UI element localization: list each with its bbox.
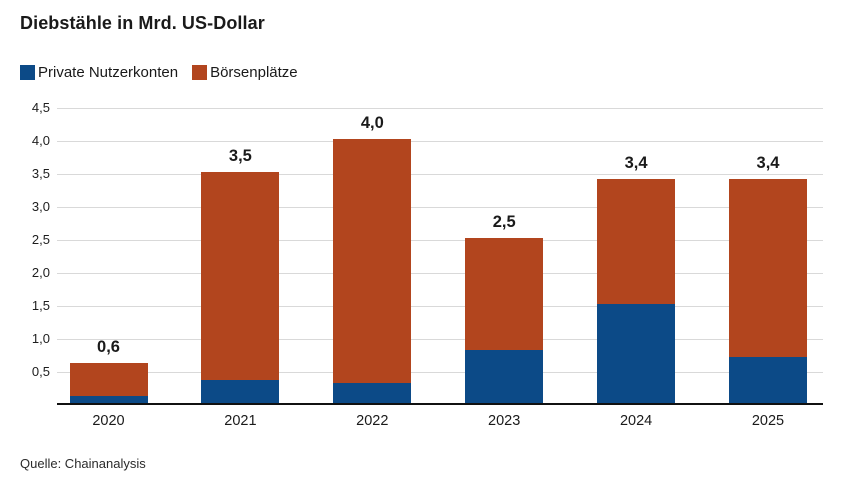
x-tick-label-2023: 2023 (488, 413, 521, 429)
bar-2024: 3,4 (597, 154, 676, 403)
y-axis: 0,5 1,0 1,5 2,0 2,5 3,0 3,5 4,0 4,5 (0, 100, 50, 405)
y-tick-label: 3,0 (31, 199, 50, 214)
bar-2021: 3,5 (201, 147, 280, 403)
x-tick-label-2024: 2024 (619, 413, 653, 429)
bar-segment-boersenplaetze-2023 (465, 238, 544, 351)
source-note: Quelle: Chainanalysis (20, 456, 146, 471)
gridline-1,0 (57, 339, 823, 340)
legend-item-boersenplaetze: Börsenplätze (192, 64, 298, 81)
legend-label: Börsenplätze (210, 64, 298, 81)
bar-total-label-2022: 4,0 (360, 114, 384, 132)
legend-item-private-nutzerkonten: Private Nutzerkonten (20, 64, 178, 81)
x-tick-label-2021: 2021 (224, 413, 257, 429)
gridline-1,5 (57, 306, 823, 307)
gridline-0,5 (57, 372, 823, 373)
x-tick-label-2020: 2020 (92, 413, 125, 429)
bar-segment-boersenplaetze-2022 (333, 139, 412, 384)
x-axis: 2020 2021 2022 2023 2024 2025 (57, 413, 823, 433)
bar-segment-private-nutzerkonten-2021 (201, 379, 280, 403)
bar-total-label-2020: 0,6 (97, 338, 120, 357)
bar-2020: 0,6 (69, 338, 148, 403)
y-tick-label: 0,5 (31, 364, 50, 379)
bar-2022: 4,0 (333, 114, 412, 403)
gridline-4,5 (57, 108, 823, 109)
legend-label: Private Nutzerkonten (38, 64, 179, 81)
legend-swatch-blue-icon (20, 65, 35, 80)
bar-segment-boersenplaetze-2025 (729, 178, 807, 357)
y-tick-label: 4,5 (31, 100, 50, 115)
gridline-4,0 (57, 141, 823, 142)
x-tick-label-2022: 2022 (356, 413, 389, 429)
bar-segment-private-nutzerkonten-2022 (333, 383, 412, 403)
bar-segment-boersenplaetze-2024 (597, 178, 676, 304)
gridline-3,0 (57, 207, 823, 208)
gridline-3,5 (57, 174, 823, 175)
legend: Private Nutzerkonten Börsenplätze (20, 64, 298, 81)
chart-title: Diebstähle in Mrd. US-Dollar (20, 13, 265, 33)
y-tick-label: 2,5 (31, 232, 50, 247)
bar-segment-private-nutzerkonten-2024 (597, 304, 676, 403)
bar-2025: 3,4 (729, 154, 807, 403)
gridline-2,0 (57, 273, 823, 274)
plot-area: 0,6 3,5 4,0 2,5 3,4 3,4 (57, 108, 823, 405)
bar-total-label-2021: 3,5 (228, 147, 252, 165)
y-tick-label: 3,5 (31, 166, 50, 181)
bar-segment-private-nutzerkonten-2023 (465, 350, 544, 403)
bar-total-label-2025: 3,4 (756, 153, 780, 172)
y-tick-label: 1,5 (31, 298, 50, 313)
bar-segment-boersenplaetze-2021 (201, 172, 280, 380)
y-tick-label: 2,0 (31, 265, 50, 280)
gridline-2,5 (57, 240, 823, 241)
bar-segment-private-nutzerkonten-2025 (729, 356, 807, 403)
bar-total-label-2023: 2,5 (492, 213, 516, 231)
bar-segment-boersenplaetze-2020 (69, 363, 148, 397)
bar-total-label-2024: 3,4 (624, 153, 648, 172)
bar-segment-private-nutzerkonten-2020 (69, 396, 148, 403)
y-tick-label: 1,0 (31, 331, 50, 346)
bar-2023: 2,5 (465, 213, 544, 403)
legend-swatch-orange-icon (192, 65, 208, 80)
x-tick-label-2025: 2025 (751, 413, 785, 429)
y-tick-label: 4,0 (31, 133, 50, 148)
